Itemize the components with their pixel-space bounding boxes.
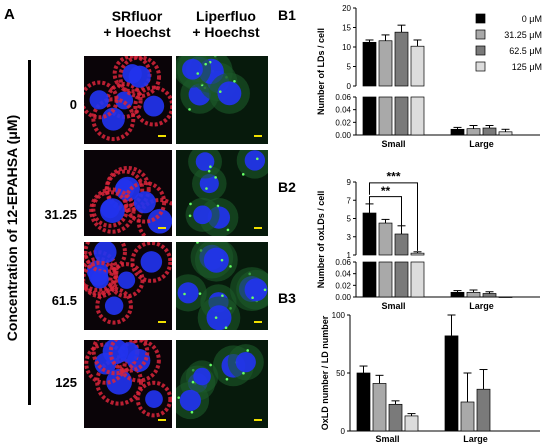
b2-bar-lower-0-1 <box>378 261 393 298</box>
b3-bar-0-0 <box>356 372 371 432</box>
b2-significance-label-1: ** <box>381 184 391 198</box>
b2-y-axis-title: Number of oxLDs / cell <box>316 191 326 289</box>
b2-lower-ytick-label: 0.02 <box>335 281 351 290</box>
b1-legend-label-3: 125 μM <box>512 62 542 72</box>
b3-panel-letter: B3 <box>278 290 296 306</box>
liperfluo-micrograph-1 <box>176 150 268 236</box>
b3-bar-1-0 <box>444 335 459 432</box>
b1-category-label: Large <box>469 139 494 149</box>
liperfluo-micrograph-2 <box>176 242 268 330</box>
b2-significance-label-2: *** <box>386 170 400 184</box>
b2-lower-ytick-label: 0.00 <box>335 293 351 302</box>
b1-bar-upper-0-3 <box>410 45 425 87</box>
b1-bar-1-1 <box>466 128 481 136</box>
liperfluo-micrograph-3 <box>176 340 268 428</box>
b2-bar-1-0 <box>450 291 465 298</box>
b2-category-label: Large <box>469 301 494 311</box>
b1-upper-ytick-label: 5 <box>347 63 352 72</box>
b1-bar-lower-0-0 <box>362 96 377 136</box>
b3-bar-1-1 <box>460 401 475 432</box>
row-label-3: 125 <box>55 375 77 390</box>
b3-bar-0-3 <box>404 415 419 432</box>
row-label-2: 61.5 <box>51 293 77 308</box>
b1-y-axis-title: Number of LDs / cell <box>316 28 326 115</box>
b2-upper-ytick-label: 1 <box>347 251 352 260</box>
b1-upper-ytick-label: 20 <box>342 4 351 13</box>
b3-main-ytick-label: 100 <box>332 311 346 320</box>
b3-bar-0-2 <box>388 403 403 432</box>
b1-panel-letter: B1 <box>278 7 296 23</box>
b1-bar-lower-0-2 <box>394 96 409 136</box>
panel-a-letter: A <box>4 6 15 23</box>
b1-bar-upper-0-2 <box>394 31 409 87</box>
col2-title: Liperfluo + Hoechst <box>180 8 272 40</box>
b3-bar-1-2 <box>476 388 491 432</box>
col1-title-line1: SRfluor <box>111 8 163 24</box>
b1-legend-swatch-1 <box>475 29 486 40</box>
b1-legend-label-2: 62.5 μM <box>509 46 542 56</box>
b2-category-label: Small <box>381 301 405 311</box>
b2-upper-ytick-label: 5 <box>347 215 352 224</box>
b3-y-axis-title: OxLD number / LD number <box>320 315 330 430</box>
axis-line <box>28 60 31 405</box>
row-label-0: 0 <box>69 97 77 112</box>
b2-upper-ytick-label: 7 <box>347 196 352 205</box>
b3-category-label: Small <box>375 434 399 444</box>
b2-significance-bracket-2 <box>369 182 418 251</box>
b1-legend-label-0: 0 μM <box>522 14 542 24</box>
srfluor-micrograph-2 <box>84 242 172 330</box>
b1-lower-ytick-label: 0.00 <box>335 131 351 140</box>
b2-panel-letter: B2 <box>278 179 296 195</box>
b2-upper-ytick-label: 3 <box>347 233 352 242</box>
b2-upper-ytick-label: 9 <box>347 178 352 187</box>
b1-bar-1-3 <box>498 131 513 136</box>
row-label-1: 31.25 <box>44 207 77 222</box>
b2-bar-upper-0-1 <box>378 222 393 256</box>
b1-bar-upper-0-1 <box>378 40 393 87</box>
b2-bar-1-3 <box>498 296 513 298</box>
b1-lower-ytick-label: 0.04 <box>335 106 351 115</box>
srfluor-micrograph-1 <box>84 150 172 236</box>
b3-main-ytick-label: 50 <box>336 369 345 378</box>
b1-upper-ytick-label: 0 <box>347 82 352 91</box>
b1-upper-ytick-label: 10 <box>342 43 351 52</box>
b1-legend-swatch-0 <box>475 13 486 24</box>
col2-title-line2: + Hoechst <box>192 24 260 40</box>
b2-bar-lower-0-3 <box>410 261 425 298</box>
b3-bar-0-1 <box>372 383 387 432</box>
b1-lower-ytick-label: 0.02 <box>335 118 351 127</box>
b1-bar-upper-0-0 <box>362 41 377 87</box>
b1-bar-1-2 <box>482 127 497 136</box>
b1-upper-ytick-label: 15 <box>342 24 351 33</box>
b3-main-ytick-label: 0 <box>341 427 346 436</box>
b1-legend-swatch-3 <box>475 61 486 72</box>
col1-title-line2: + Hoechst <box>103 24 171 40</box>
b2-bar-upper-0-3 <box>410 252 425 256</box>
b2-bar-1-1 <box>466 291 481 298</box>
b1-legend-label-1: 31.25 μM <box>504 30 542 40</box>
b2-bar-1-2 <box>482 293 497 298</box>
b1-lower-ytick-label: 0.06 <box>335 93 351 102</box>
b2-bar-lower-0-0 <box>362 261 377 298</box>
b1-bar-1-0 <box>450 128 465 136</box>
b2-lower-ytick-label: 0.04 <box>335 270 351 279</box>
b2-bar-upper-0-0 <box>362 212 377 256</box>
b1-bar-lower-0-3 <box>410 96 425 136</box>
b2-bar-upper-0-2 <box>394 233 409 256</box>
b2-significance-bracket-1 <box>369 196 402 226</box>
b1-category-label: Small <box>381 139 405 149</box>
srfluor-micrograph-3 <box>84 340 172 428</box>
col1-title: SRfluor + Hoechst <box>92 8 182 40</box>
col2-title-line1: Liperfluo <box>196 8 256 24</box>
liperfluo-micrograph-0 <box>176 56 268 144</box>
b1-bar-lower-0-1 <box>378 96 393 136</box>
b1-legend-swatch-2 <box>475 45 486 56</box>
srfluor-micrograph-0 <box>84 56 172 144</box>
b2-bar-lower-0-2 <box>394 261 409 298</box>
b2-lower-ytick-label: 0.06 <box>335 258 351 267</box>
b3-category-label: Large <box>463 434 488 444</box>
